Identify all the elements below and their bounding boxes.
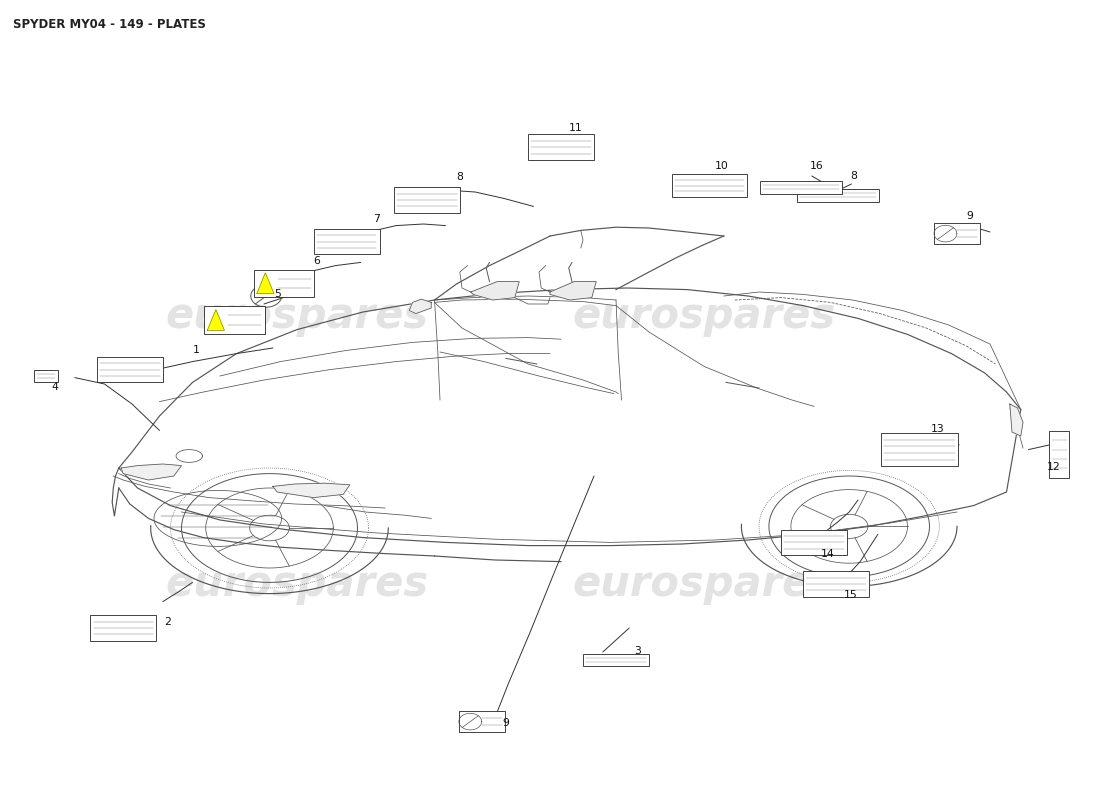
FancyBboxPatch shape [781,530,847,555]
FancyBboxPatch shape [759,181,843,194]
FancyBboxPatch shape [583,654,649,666]
Polygon shape [121,464,182,480]
Text: eurospares: eurospares [165,295,429,337]
FancyBboxPatch shape [394,187,460,213]
Text: eurospares: eurospares [165,563,429,605]
FancyBboxPatch shape [34,370,58,382]
Text: 6: 6 [314,256,320,266]
Polygon shape [273,483,350,498]
Text: 10: 10 [715,162,728,171]
Polygon shape [550,282,596,300]
Text: 13: 13 [931,424,944,434]
Text: eurospares: eurospares [572,295,836,337]
FancyBboxPatch shape [934,223,980,244]
FancyBboxPatch shape [459,711,505,732]
FancyBboxPatch shape [90,615,156,641]
Polygon shape [257,273,274,294]
Text: 9: 9 [967,211,974,221]
Text: eurospares: eurospares [572,563,836,605]
FancyBboxPatch shape [803,571,869,597]
FancyBboxPatch shape [1049,431,1069,478]
Text: 4: 4 [52,382,58,392]
FancyBboxPatch shape [97,357,163,382]
Text: 1: 1 [192,345,199,354]
Text: SPYDER MY04 - 149 - PLATES: SPYDER MY04 - 149 - PLATES [13,18,206,30]
Polygon shape [207,310,224,330]
FancyBboxPatch shape [796,189,880,202]
Polygon shape [471,282,519,300]
Text: 15: 15 [844,590,857,600]
Text: 7: 7 [373,214,380,224]
FancyBboxPatch shape [672,174,747,197]
Text: 3: 3 [635,646,641,656]
FancyBboxPatch shape [205,306,265,334]
Text: 5: 5 [274,290,280,299]
FancyBboxPatch shape [314,229,380,254]
Text: 16: 16 [810,161,823,170]
Polygon shape [409,299,431,314]
FancyBboxPatch shape [528,134,594,160]
Text: 2: 2 [164,618,170,627]
FancyBboxPatch shape [881,433,958,466]
Text: 14: 14 [821,549,834,558]
Text: 9: 9 [503,718,509,728]
Text: 8: 8 [850,171,857,181]
Text: 12: 12 [1047,462,1060,472]
Text: 8: 8 [456,172,463,182]
Polygon shape [1010,404,1023,436]
Text: 11: 11 [569,123,582,133]
FancyBboxPatch shape [253,270,315,297]
